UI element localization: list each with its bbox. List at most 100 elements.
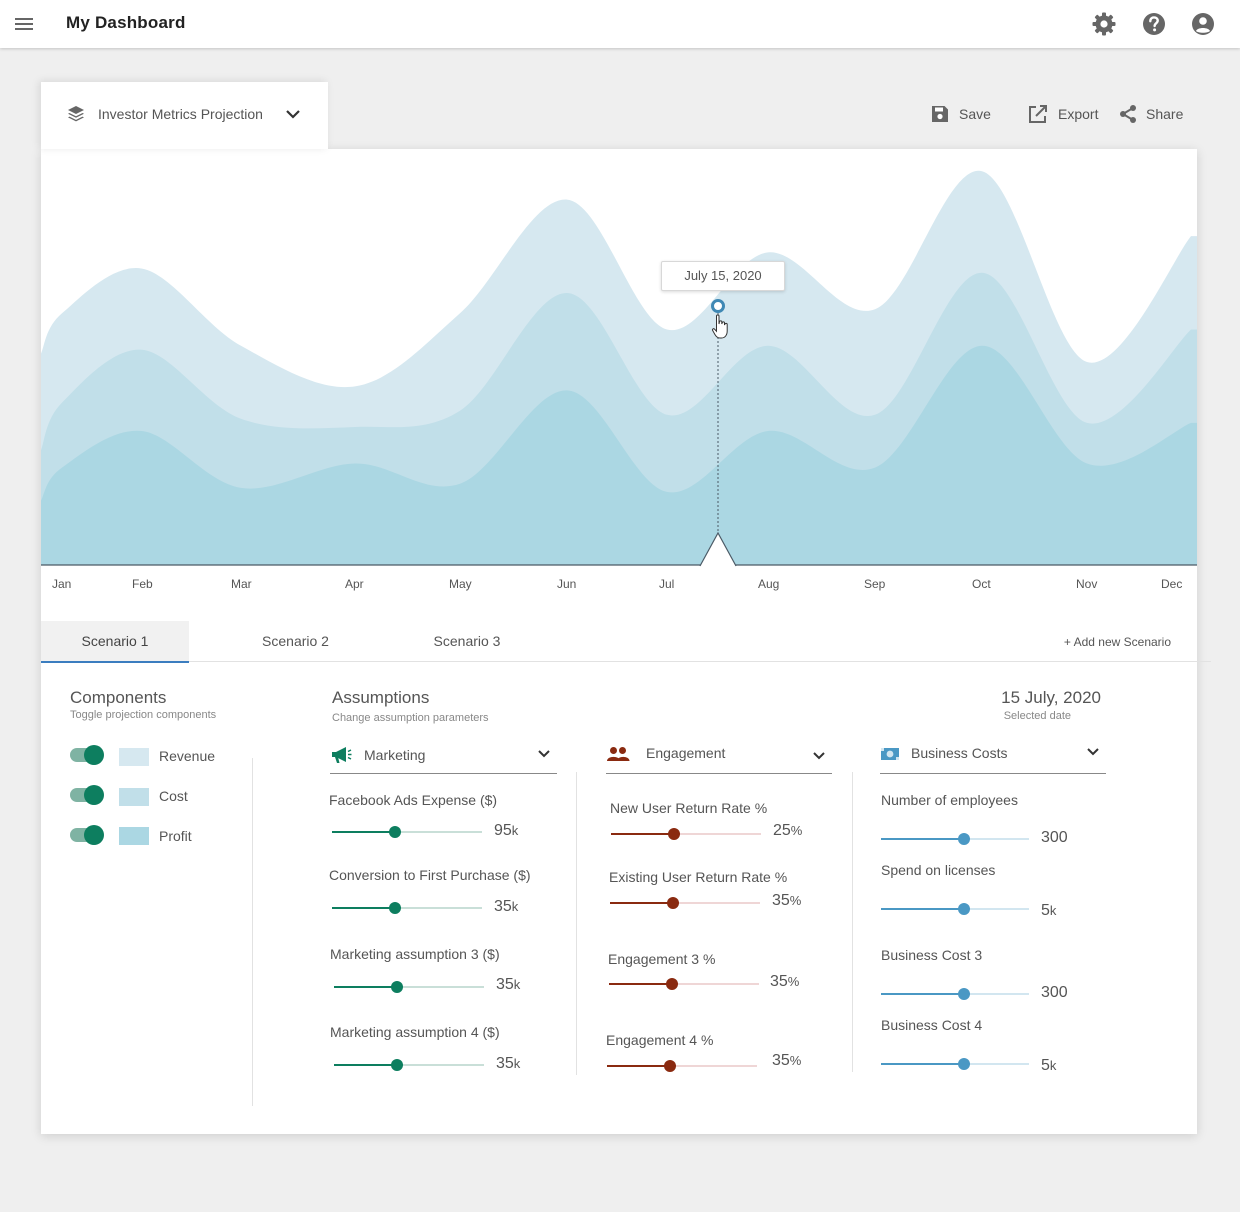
add-scenario-link[interactable]: + Add new Scenario (1063, 635, 1171, 649)
engagement-dropdown[interactable]: Engagement (606, 739, 832, 774)
account-icon[interactable] (1190, 11, 1216, 37)
layers-icon (68, 106, 84, 122)
facebook-ads-slider[interactable] (332, 824, 482, 840)
tab-scenario-1[interactable]: Scenario 1 (41, 621, 189, 663)
selected-date-caption: Selected date (1003, 710, 1071, 722)
view-selector-dropdown[interactable]: Investor Metrics Projection (41, 82, 328, 149)
pointer-cursor-icon (711, 314, 728, 339)
date-scrubber-handle[interactable] (699, 531, 737, 567)
assumptions-subtitle: Change assumption parameters (332, 712, 489, 724)
divider (576, 772, 577, 1075)
licenses-slider[interactable] (881, 901, 1029, 917)
business-cost-3-slider[interactable] (881, 986, 1029, 1002)
projection-area-chart[interactable] (41, 149, 1197, 569)
save-label: Save (959, 106, 991, 122)
slider-label: Engagement 4 % (606, 1032, 714, 1048)
share-icon (1120, 105, 1136, 123)
profit-swatch (119, 827, 149, 845)
export-button[interactable]: Export (1027, 102, 1098, 126)
engagement-4-slider[interactable] (607, 1058, 757, 1074)
help-icon[interactable] (1141, 11, 1167, 37)
month-label: Jan (52, 577, 72, 591)
chevron-down-icon (813, 752, 825, 760)
business-cost-4-slider[interactable] (881, 1056, 1029, 1072)
engagement-3-slider[interactable] (609, 976, 759, 992)
chevron-down-icon (1087, 748, 1099, 756)
export-label: Export (1058, 106, 1099, 122)
toggle-revenue[interactable] (70, 745, 104, 765)
slider-value: 300 (1041, 984, 1068, 1001)
slider-label: New User Return Rate % (610, 800, 768, 816)
slider-label: Spend on licenses (881, 862, 996, 878)
revenue-label: Revenue (159, 748, 216, 764)
marketing-dropdown[interactable]: Marketing (330, 739, 557, 774)
save-icon (932, 106, 948, 122)
view-selector-label: Investor Metrics Projection (98, 106, 263, 122)
slider-label: Marketing assumption 3 ($) (330, 946, 500, 962)
business-costs-dropdown[interactable]: Business Costs (880, 739, 1106, 774)
slider-label: Conversion to First Purchase ($) (329, 867, 531, 883)
gear-icon[interactable] (1091, 11, 1117, 37)
share-button[interactable]: Share (1119, 102, 1183, 126)
slider-value: 35% (772, 892, 802, 909)
assumptions-title: Assumptions (332, 688, 430, 707)
existing-user-return-slider[interactable] (610, 895, 760, 911)
month-label: Oct (972, 577, 991, 591)
month-label: Dec (1161, 577, 1183, 591)
people-icon (607, 747, 630, 761)
business-costs-title: Business Costs (911, 745, 1008, 761)
month-label: Feb (132, 577, 153, 591)
slider-label: Number of employees (881, 792, 1018, 808)
month-label: Jun (557, 577, 577, 591)
chevron-down-icon (538, 750, 550, 758)
slider-label: Business Cost 3 (881, 947, 983, 963)
menu-icon[interactable] (14, 14, 34, 34)
scenario-tabs: Scenario 1 Scenario 2 Scenario 3 + Add n… (41, 621, 1211, 663)
toggle-cost[interactable] (70, 785, 104, 805)
month-label: Aug (758, 577, 780, 591)
slider-value: 35% (770, 973, 800, 990)
chevron-down-icon (286, 110, 300, 119)
divider (852, 772, 853, 1072)
top-app-bar: My Dashboard (0, 0, 1240, 48)
selected-point-marker[interactable] (711, 299, 725, 313)
slider-label: Engagement 3 % (608, 951, 716, 967)
employees-slider[interactable] (881, 831, 1029, 847)
slider-label: Business Cost 4 (881, 1017, 983, 1033)
slider-value: 35k (496, 1055, 521, 1072)
slider-value: 95k (494, 822, 519, 839)
slider-value: 25% (773, 822, 803, 839)
tab-scenario-3[interactable]: Scenario 3 (433, 633, 501, 649)
month-label: Sep (864, 577, 886, 591)
toggle-profit[interactable] (70, 825, 104, 845)
marketing-assumption-3-slider[interactable] (334, 979, 484, 995)
month-label: Apr (345, 577, 364, 591)
cost-swatch (119, 788, 149, 806)
slider-value: 5k (1041, 902, 1057, 919)
save-button[interactable]: Save (930, 102, 991, 126)
new-user-return-slider[interactable] (611, 826, 761, 842)
divider (252, 758, 253, 1106)
month-label: Jul (659, 577, 675, 591)
profit-area-series (41, 345, 1197, 565)
profit-label: Profit (159, 828, 192, 844)
slider-label: Marketing assumption 4 ($) (330, 1024, 500, 1040)
money-icon (881, 748, 899, 760)
marketing-assumption-4-slider[interactable] (334, 1057, 484, 1073)
slider-value: 35k (494, 898, 519, 915)
slider-value: 35k (496, 976, 521, 993)
month-label: Mar (231, 577, 252, 591)
tab-scenario-2[interactable]: Scenario 2 (262, 633, 329, 649)
marketing-title: Marketing (364, 747, 426, 763)
month-label: May (449, 577, 472, 591)
conversion-slider[interactable] (332, 900, 482, 916)
chart-tooltip: July 15, 2020 (661, 261, 785, 291)
components-title: Components (70, 688, 167, 707)
engagement-title: Engagement (646, 745, 726, 761)
month-label: Nov (1076, 577, 1098, 591)
slider-value: 35% (772, 1052, 802, 1069)
share-label: Share (1146, 106, 1184, 122)
export-icon (1029, 105, 1047, 123)
cost-label: Cost (159, 788, 188, 804)
selected-date: 15 July, 2020 (1001, 688, 1101, 707)
